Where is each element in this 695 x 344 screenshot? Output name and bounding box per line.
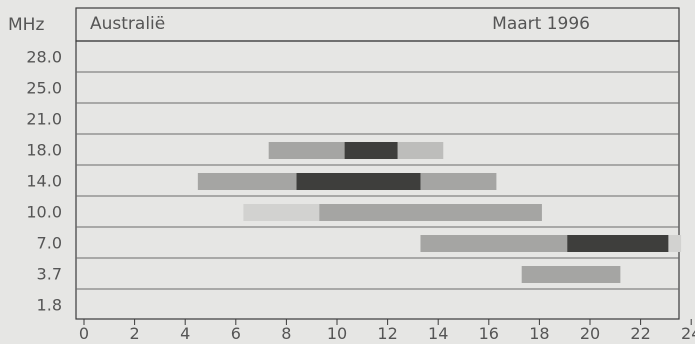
y-tick-label: 3.7 bbox=[37, 265, 62, 284]
y-tick-label: 25.0 bbox=[26, 79, 62, 98]
range-bar bbox=[420, 173, 497, 190]
x-tick-label: 18 bbox=[529, 324, 549, 343]
x-tick-label: 4 bbox=[180, 324, 190, 343]
x-tick-label: 8 bbox=[281, 324, 291, 343]
y-tick-label: 21.0 bbox=[26, 110, 62, 129]
x-tick-label: 2 bbox=[130, 324, 140, 343]
x-tick-label: 22 bbox=[630, 324, 650, 343]
x-tick-label: 12 bbox=[377, 324, 397, 343]
range-bar bbox=[668, 235, 682, 252]
range-bar bbox=[296, 173, 421, 190]
x-tick-label: 14 bbox=[428, 324, 448, 343]
range-bar bbox=[420, 235, 568, 252]
range-bar bbox=[319, 204, 542, 221]
date-label: Maart 1996 bbox=[492, 14, 590, 34]
y-tick-label: 18.0 bbox=[26, 141, 62, 160]
range-bar bbox=[397, 142, 444, 159]
range-bar bbox=[521, 266, 621, 283]
range-bar bbox=[197, 173, 297, 190]
y-tick-label: 7.0 bbox=[37, 234, 62, 253]
y-tick-label: 14.0 bbox=[26, 172, 62, 191]
y-tick-label: 10.0 bbox=[26, 203, 62, 222]
y-tick-label: 28.0 bbox=[26, 48, 62, 67]
y-tick-label: 1.8 bbox=[37, 296, 62, 315]
x-tick-label: 10 bbox=[327, 324, 347, 343]
x-tick-label: 0 bbox=[79, 324, 89, 343]
x-tick-label: 6 bbox=[231, 324, 241, 343]
unit-label: MHz bbox=[8, 15, 44, 35]
region-label: Australië bbox=[90, 14, 165, 34]
range-bar bbox=[243, 204, 320, 221]
range-bar bbox=[268, 142, 345, 159]
x-tick-label: 16 bbox=[479, 324, 499, 343]
range-bar bbox=[567, 235, 669, 252]
plot-frame bbox=[75, 40, 680, 320]
x-tick-label: 20 bbox=[580, 324, 600, 343]
range-bar bbox=[344, 142, 398, 159]
x-tick-label: 24 bbox=[681, 324, 695, 343]
